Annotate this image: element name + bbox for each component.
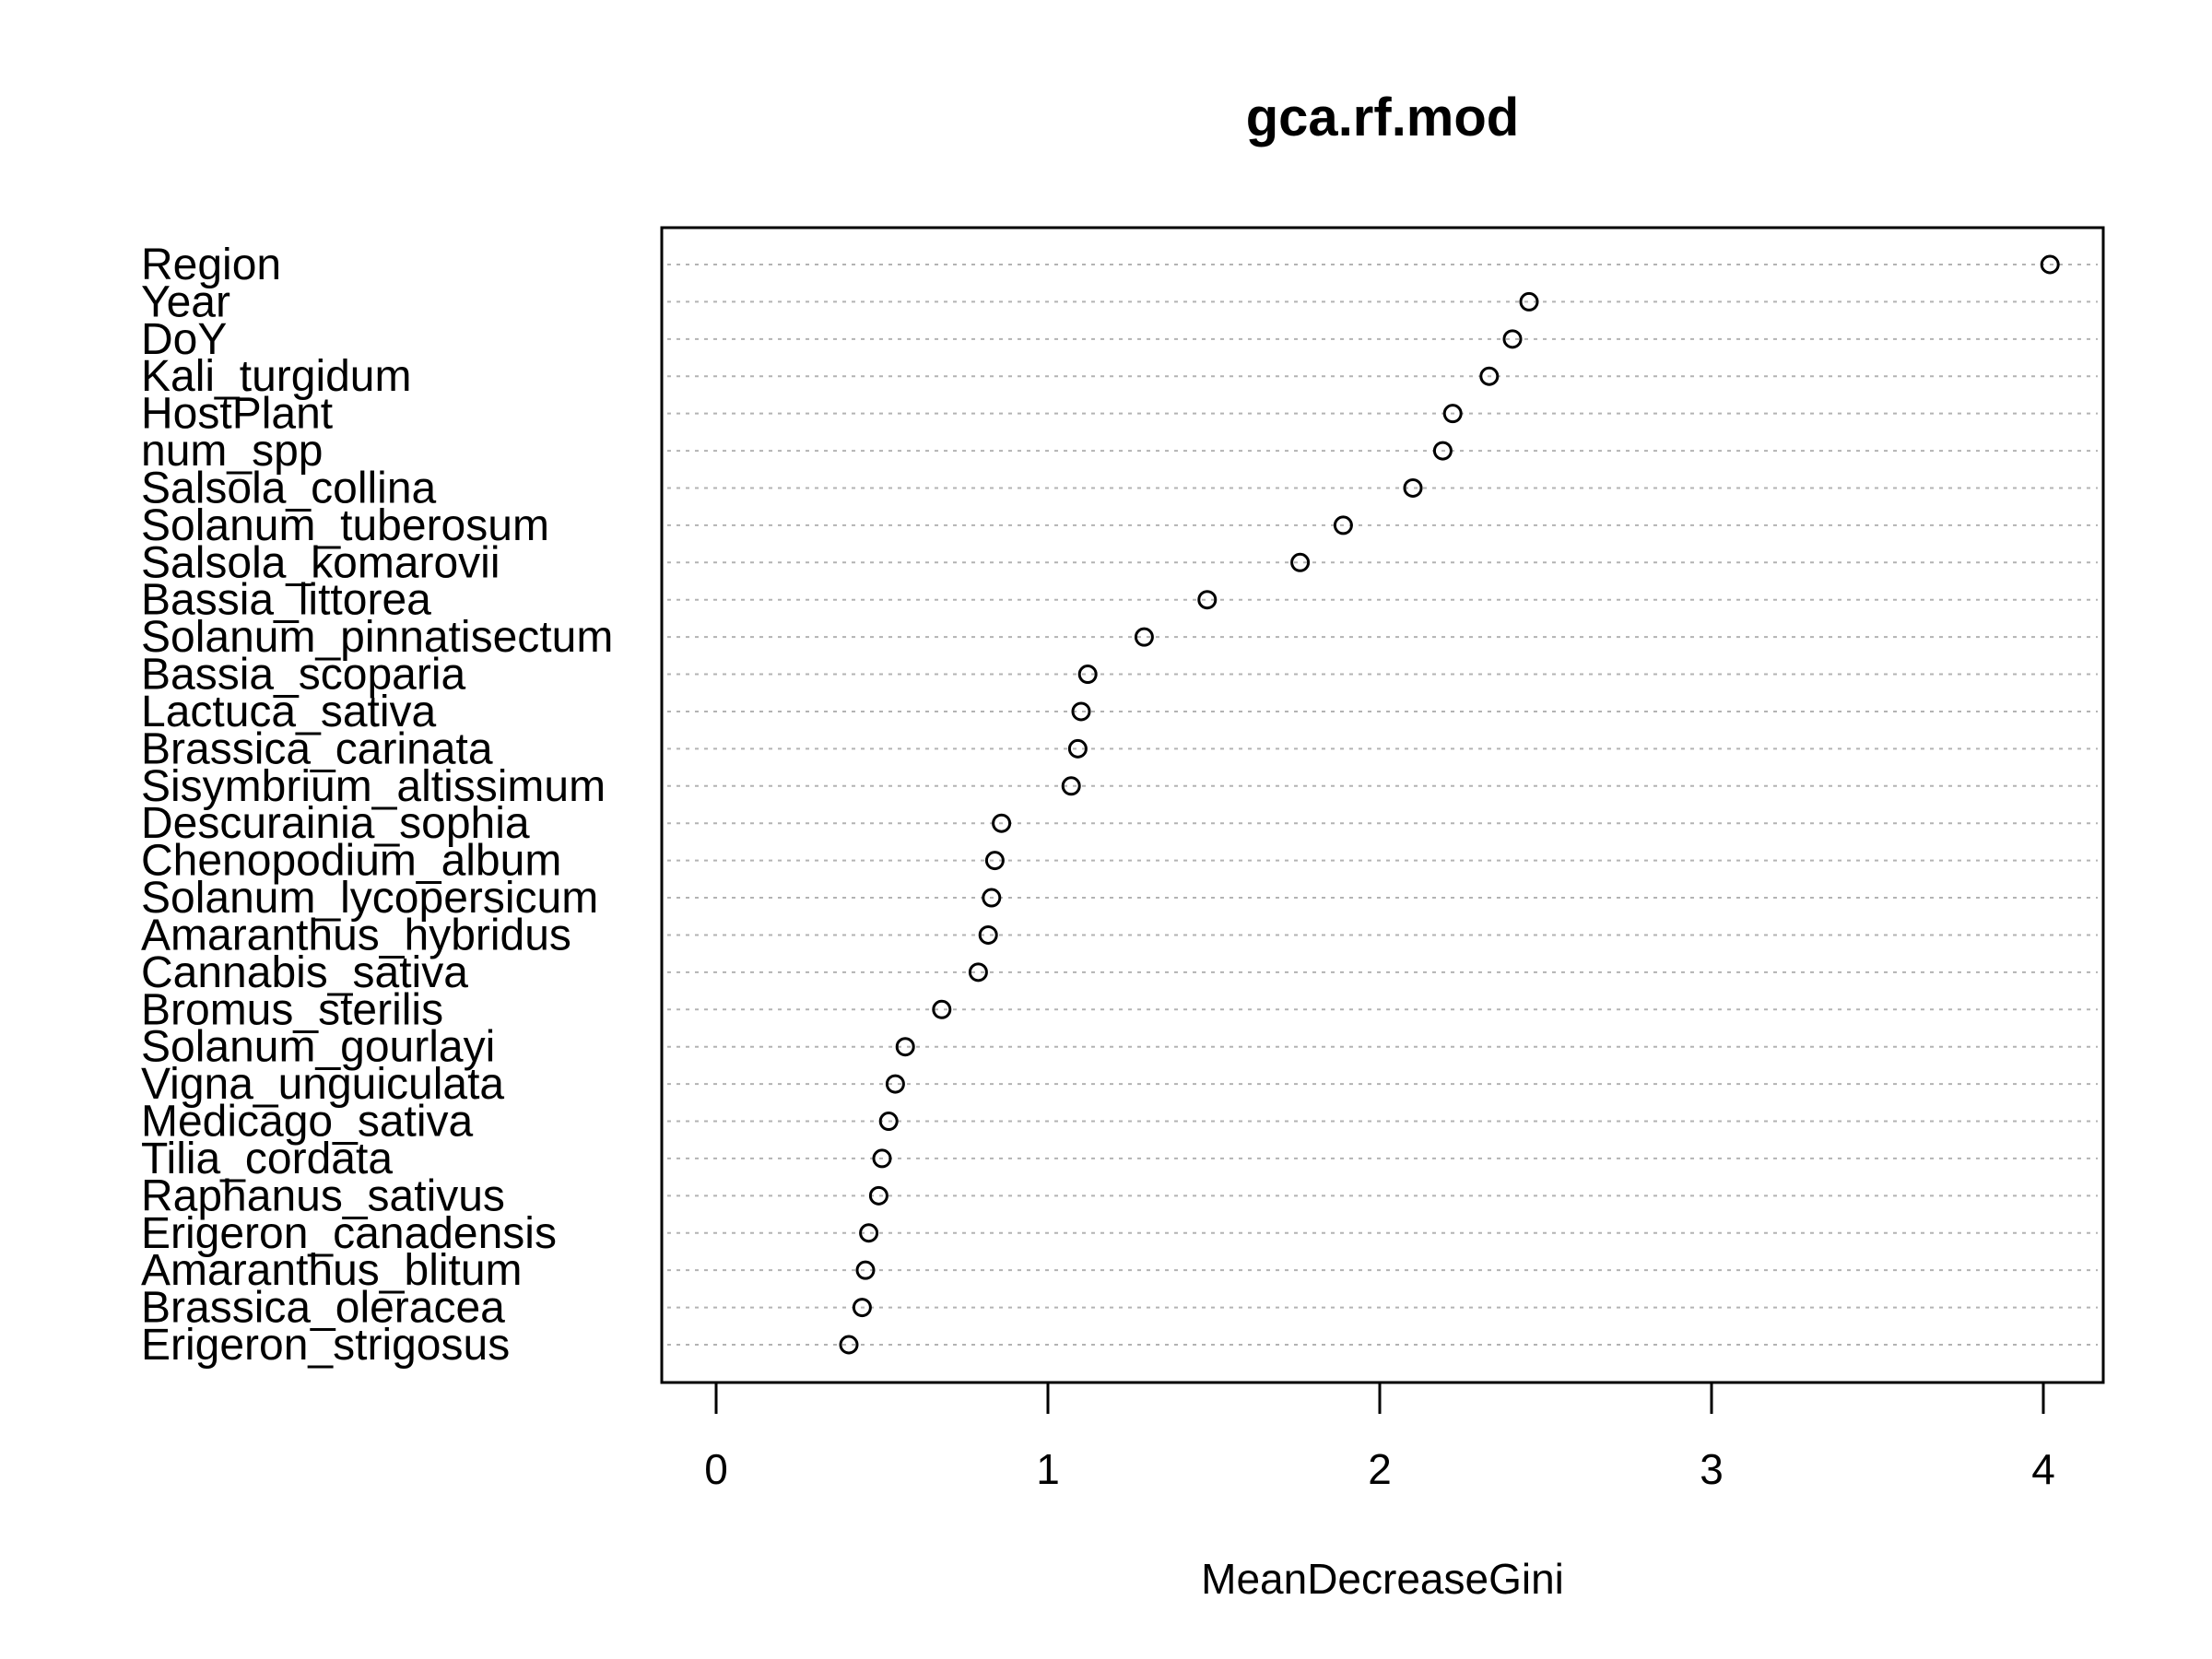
variable-label: Salsola_komarovii [141, 538, 500, 587]
data-points [839, 254, 2060, 1355]
data-point [1519, 291, 1539, 312]
variable-label: Salsola_collina [141, 464, 437, 512]
data-point [1061, 776, 1081, 796]
x-tick-label: 1 [1036, 1445, 1060, 1493]
grid-lines [667, 264, 2098, 1346]
variable-label: Brassica_oleracea [141, 1284, 505, 1333]
data-point [1403, 477, 1423, 498]
plot-frame [660, 226, 2105, 1384]
variable-label: Solanum_gourlayi [141, 1023, 495, 1072]
data-point [1333, 515, 1353, 535]
data-point [1071, 701, 1091, 722]
data-point [1290, 552, 1311, 572]
data-point [852, 1298, 872, 1318]
variable-labels: RegionYearDoYKali_turgidumHostPlantnum_s… [141, 241, 613, 1370]
variable-label: Bassia_scoparia [141, 651, 466, 700]
data-point [1067, 738, 1088, 759]
data-point [885, 1074, 905, 1094]
data-point [932, 999, 952, 1019]
variable-label: Region [141, 241, 281, 289]
variable-label: Lactuca_sativa [141, 688, 437, 736]
data-point [1479, 366, 1500, 386]
variable-label: Cannabis_sativa [141, 948, 468, 997]
variable-label: HostPlant [141, 390, 333, 439]
data-point [839, 1335, 859, 1355]
variable-label: Solanum_lycopersicum [141, 874, 598, 923]
variable-label: DoY [141, 315, 227, 364]
data-point [1077, 665, 1098, 685]
data-point [1134, 627, 1154, 647]
data-point [982, 888, 1002, 908]
variable-label: Vigna_unguiculata [141, 1060, 504, 1109]
data-point [1502, 329, 1523, 349]
data-point [859, 1223, 879, 1243]
variable-label: Medicago_sativa [141, 1098, 474, 1147]
variable-label: Erigeron_canadensis [141, 1209, 557, 1258]
variable-label: Chenopodium_album [141, 837, 561, 886]
variable-label: Erigeron_strigosus [141, 1321, 510, 1370]
variable-label: Bromus_sterilis [141, 985, 443, 1034]
variable-label: Sisymbrium_altissimum [141, 762, 606, 811]
x-tick-label: 2 [1368, 1445, 1392, 1493]
data-point [1197, 590, 1218, 610]
data-point [878, 1112, 899, 1132]
variable-label: Raphanus_sativus [141, 1171, 505, 1220]
x-tick-label: 3 [1700, 1445, 1724, 1493]
data-point [978, 924, 998, 945]
variable-label: num_spp [141, 427, 323, 476]
data-point [968, 962, 988, 982]
variable-label: Solanum_pinnatisectum [141, 613, 613, 662]
variable-label: Descurainia_sophia [141, 799, 530, 848]
variable-label: Kali_turgidum [141, 352, 411, 401]
data-point [895, 1037, 915, 1057]
variable-label: Tilia_cordata [141, 1135, 393, 1183]
variable-label: Brassica_carinata [141, 724, 493, 773]
data-point [868, 1185, 888, 1206]
chart-title: gca.rf.mod [1246, 88, 1520, 147]
data-point [2040, 254, 2060, 275]
x-tick-label: 4 [2031, 1445, 2055, 1493]
data-point [984, 851, 1005, 871]
data-point [872, 1148, 892, 1169]
variable-label: Amaranthus_blitum [141, 1246, 523, 1295]
variable-label: Amaranthus_hybridus [141, 911, 571, 959]
data-point [1432, 441, 1453, 461]
variable-label: Solanum_tuberosum [141, 501, 549, 550]
x-axis: 0 1 2 3 4 [704, 1381, 2055, 1493]
x-tick-label: 0 [704, 1445, 728, 1493]
data-point [992, 813, 1012, 833]
x-axis-title: MeanDecreaseGini [1201, 1555, 1564, 1603]
data-point [855, 1260, 876, 1280]
variable-label: Bassia_littorea [141, 576, 431, 625]
data-point [1442, 404, 1463, 424]
variable-label: Year [141, 277, 230, 326]
